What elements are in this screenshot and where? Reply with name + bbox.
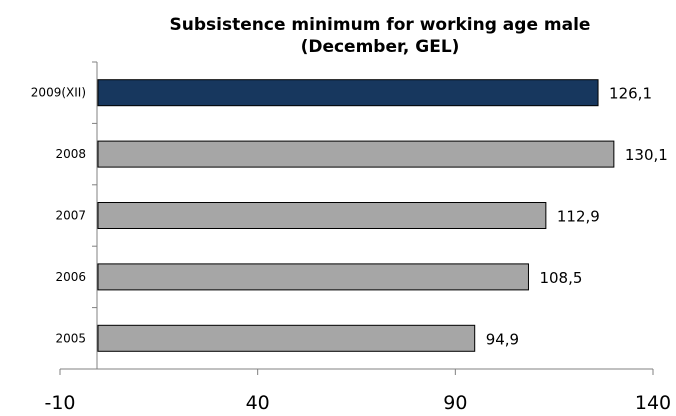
- bar-2007: [97, 202, 547, 229]
- bar-2006: [97, 263, 529, 291]
- category-label: 2009(XII): [31, 86, 86, 100]
- chart-title-line-2: (December, GEL): [301, 37, 460, 57]
- category-label: 2005: [55, 331, 86, 345]
- bar-2009-xii: [97, 79, 599, 107]
- bar-2005: [97, 324, 476, 352]
- x-axis: [59, 368, 654, 375]
- category-label: 2007: [55, 209, 86, 223]
- value-label: 94,9: [486, 330, 519, 348]
- value-labels: 126,1 130,1 112,9 108,5 94,9: [486, 85, 668, 349]
- x-tick-label: 90: [443, 392, 467, 414]
- y-axis: [92, 61, 98, 370]
- x-tick-label: 140: [635, 392, 671, 414]
- bars-group: [97, 79, 615, 352]
- value-label: 130,1: [625, 146, 668, 164]
- x-tick-labels: -10 40 90 140: [44, 392, 671, 414]
- category-labels: 2009(XII) 2008 2007 2006 2005: [31, 86, 86, 346]
- value-label: 108,5: [539, 269, 582, 287]
- bar-2008: [97, 140, 615, 168]
- category-label: 2006: [55, 270, 86, 284]
- x-tick-label: -10: [44, 392, 75, 414]
- chart-title-line-1: Subsistence minimum for working age male: [170, 15, 591, 35]
- x-tick-label: 40: [246, 392, 270, 414]
- value-label: 112,9: [557, 208, 600, 226]
- category-label: 2008: [55, 147, 86, 161]
- value-label: 126,1: [609, 85, 652, 103]
